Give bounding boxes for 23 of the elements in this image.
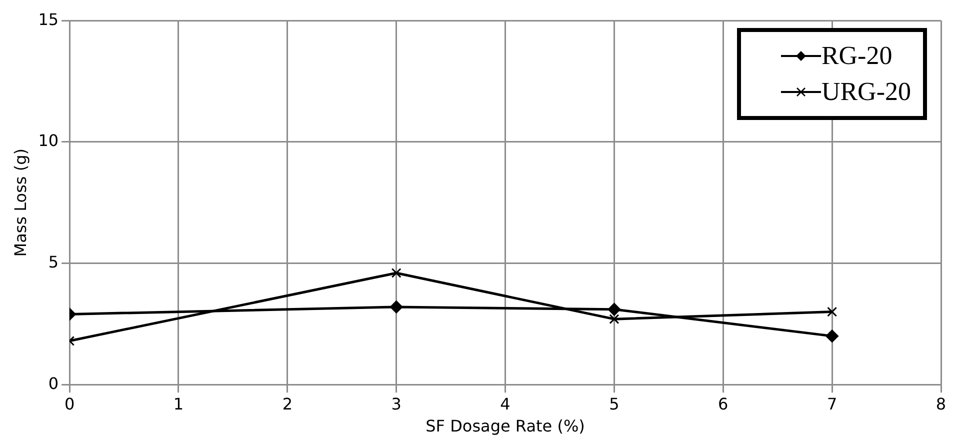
point (391, 268, 402, 278)
x-tick-label: 2 (282, 394, 293, 414)
y-tick-label: 15 (38, 10, 59, 29)
x-tick-label: 1 (173, 394, 184, 414)
x-tick-label: 6 (718, 394, 728, 414)
point (390, 300, 403, 314)
point (609, 314, 620, 324)
point (608, 302, 621, 316)
x-tick-label: 7 (826, 394, 838, 414)
y-tick-label: 5 (48, 252, 59, 272)
point (827, 306, 838, 317)
legend-label: URG-20 (821, 76, 911, 108)
x-tick-label: 0 (64, 394, 75, 414)
x-tick-label: 5 (609, 394, 620, 414)
x-tick-label: 3 (391, 394, 402, 414)
y-tick-label: 10 (38, 131, 59, 150)
x-tick-label: 8 (936, 394, 946, 414)
point (826, 330, 839, 343)
x-axis-title: SF Dosage Rate (%) (426, 416, 585, 436)
y-tick-label: 0 (48, 374, 59, 393)
x-tick-label: 4 (500, 394, 510, 414)
legend-label: RG-20 (821, 40, 892, 72)
y-axis-title: Mass Loss (g) (10, 148, 30, 257)
